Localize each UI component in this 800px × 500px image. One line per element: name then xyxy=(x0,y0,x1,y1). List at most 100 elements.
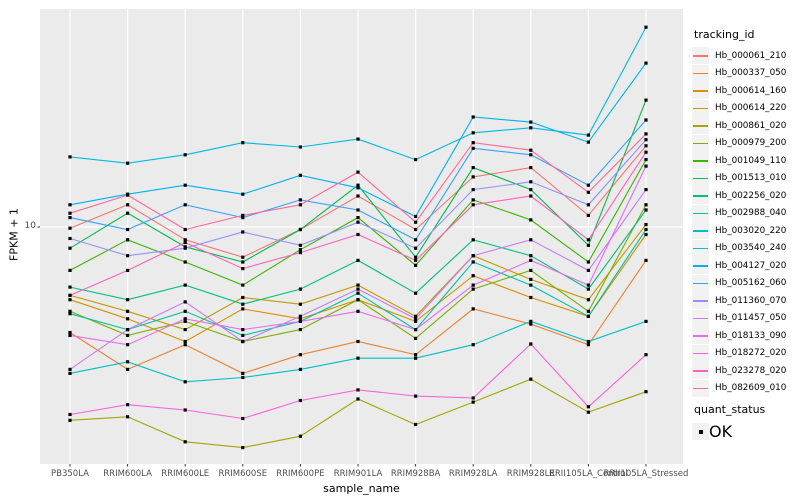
data-point xyxy=(414,353,418,357)
data-point xyxy=(241,141,245,145)
data-point xyxy=(183,283,187,287)
data-point xyxy=(298,243,302,247)
data-point xyxy=(414,255,418,259)
data-point xyxy=(586,238,590,242)
legend-title-tracking-id: tracking_id xyxy=(694,28,755,41)
data-point xyxy=(644,150,648,154)
data-point xyxy=(183,227,187,232)
data-point xyxy=(586,309,590,313)
data-point xyxy=(414,263,418,267)
x-tick-label-RRIM600LA: RRIM600LA xyxy=(103,469,152,479)
x-tick-label-RRIM928LE: RRIM928LE xyxy=(506,469,555,479)
data-point xyxy=(241,333,245,337)
data-point xyxy=(68,367,72,371)
data-point xyxy=(529,254,533,258)
x-tick-label-RRII105LA_Stressed: RRII105LA_Stressed xyxy=(603,469,689,479)
data-point xyxy=(644,138,648,142)
data-point xyxy=(414,317,418,321)
data-point xyxy=(414,336,418,340)
data-point xyxy=(298,434,302,438)
data-point xyxy=(471,400,475,404)
legend-item-Hb_004127_020: Hb_004127_020 xyxy=(692,257,786,274)
data-point xyxy=(183,238,187,242)
data-point xyxy=(529,148,533,152)
data-point xyxy=(414,328,418,332)
data-point xyxy=(298,319,302,323)
data-point xyxy=(68,371,72,375)
data-point xyxy=(68,226,72,230)
legend-item-Hb_011457_050: Hb_011457_050 xyxy=(692,309,787,327)
data-point xyxy=(298,302,302,306)
legend-line-icon xyxy=(693,265,708,267)
data-point xyxy=(586,343,590,347)
legend-item-Hb_000614_160: Hb_000614_160 xyxy=(692,82,786,99)
data-point xyxy=(529,295,533,300)
data-point xyxy=(68,211,72,215)
data-point xyxy=(471,203,475,207)
data-point xyxy=(529,277,533,281)
data-point xyxy=(298,248,302,252)
data-point xyxy=(586,203,590,207)
data-point xyxy=(126,367,130,371)
data-point xyxy=(644,164,648,168)
legend-item-list: Hb_000061_210 Hb_000337_050 Hb_000614_160 H… xyxy=(692,47,800,397)
legend-key-swatch xyxy=(692,99,709,117)
legend-item-label: Hb_011457_050 xyxy=(715,313,787,323)
data-point xyxy=(126,227,130,232)
data-point xyxy=(126,254,130,258)
legend-item-label: Hb_001513_010 xyxy=(715,173,787,183)
data-point xyxy=(298,398,302,403)
data-point xyxy=(414,214,418,219)
data-point xyxy=(298,353,302,357)
data-point xyxy=(529,120,533,124)
data-point xyxy=(241,371,245,375)
data-point xyxy=(183,153,187,157)
data-point xyxy=(356,232,360,237)
data-point xyxy=(644,188,648,192)
legend-item-label: Hb_082609_010 xyxy=(715,383,787,393)
data-point xyxy=(298,198,302,202)
data-point xyxy=(471,131,475,135)
legend-line-icon xyxy=(693,177,708,180)
legend-key-swatch xyxy=(692,152,709,169)
y-axis-tick-label: 10 xyxy=(24,221,36,231)
x-axis-tick-labels: PB350LA RRIM600LA RRIM600LE RRIM600SE RRIM60… xyxy=(0,469,800,481)
legend-item-ok: OK xyxy=(692,422,800,441)
data-point xyxy=(529,319,533,323)
legend-key-swatch xyxy=(692,169,709,187)
legend-key-swatch xyxy=(692,222,709,239)
data-point xyxy=(126,317,130,321)
data-point xyxy=(471,343,475,347)
legend-line-icon xyxy=(693,282,708,285)
data-point xyxy=(183,343,187,347)
data-point xyxy=(241,283,245,287)
data-point xyxy=(356,287,360,291)
data-point xyxy=(586,183,590,187)
data-point xyxy=(471,166,475,170)
data-point xyxy=(298,251,302,255)
data-point xyxy=(471,287,475,291)
legend-item-Hb_000061_210: Hb_000061_210 xyxy=(692,47,786,64)
data-point xyxy=(126,211,130,215)
data-point xyxy=(471,396,475,400)
data-point xyxy=(126,268,130,272)
x-tick-label-RRIM600SE: RRIM600SE xyxy=(218,469,268,479)
legend-key-swatch xyxy=(692,204,709,222)
x-axis-title: sample_name xyxy=(323,482,400,495)
legend-key-swatch xyxy=(692,64,709,82)
legend-line-icon xyxy=(693,90,708,92)
data-point xyxy=(241,213,245,217)
data-point xyxy=(298,287,302,291)
legend-line-icon xyxy=(693,335,708,337)
data-point xyxy=(356,183,360,187)
data-point xyxy=(414,227,418,232)
data-point xyxy=(414,220,418,224)
data-point xyxy=(241,375,245,380)
legend-item-label: Hb_018133_090 xyxy=(715,330,787,341)
data-point xyxy=(68,298,72,302)
data-point xyxy=(183,309,187,313)
legend-item-label: Hb_004127_020 xyxy=(715,260,787,271)
legend-item-Hb_018272_020: Hb_018272_020 xyxy=(692,344,786,362)
legend-key-swatch xyxy=(692,292,709,309)
